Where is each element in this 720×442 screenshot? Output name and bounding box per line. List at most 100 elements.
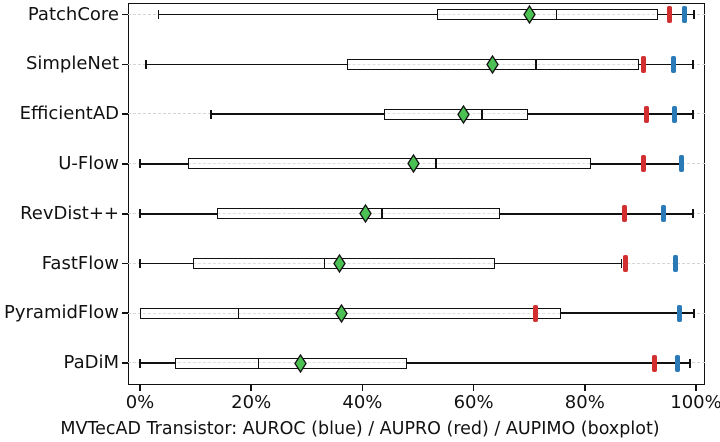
auroc-marker: [679, 155, 685, 173]
row-gridline: [128, 262, 705, 264]
whisker-low-cap: [157, 10, 160, 20]
x-tick-label: 80%: [564, 392, 605, 413]
whisker-high-cap: [691, 59, 694, 69]
auroc-marker: [670, 55, 676, 73]
whisker-low-cap: [139, 159, 141, 169]
whisker-low-cap: [139, 259, 141, 268]
auroc-marker: [671, 105, 677, 123]
aupimo-box: [217, 208, 500, 220]
aupimo-box: [188, 158, 591, 170]
mean-diamond-icon: [358, 204, 372, 224]
auroc-marker: [674, 354, 680, 372]
aupimo-box: [436, 9, 659, 21]
x-tick: [361, 385, 364, 391]
x-tick-label: 60%: [453, 392, 494, 413]
plot-area-border: [128, 3, 705, 385]
x-tick-label: 100%: [670, 392, 720, 413]
y-tick: [122, 212, 128, 215]
mean-diamond-icon: [456, 104, 470, 124]
y-axis-label: FastFlow: [41, 252, 119, 274]
x-tick: [472, 385, 475, 391]
x-tick: [695, 385, 697, 391]
whisker-high-cap: [689, 358, 691, 368]
whisker-low-line: [140, 262, 194, 265]
x-tick: [584, 385, 586, 391]
whisker-low-cap: [210, 109, 213, 119]
aupro-marker: [640, 155, 646, 173]
median-line: [381, 208, 383, 220]
median-line: [257, 357, 260, 369]
y-tick: [122, 113, 128, 115]
x-tick-label: 40%: [342, 392, 383, 413]
x-tick-label: 20%: [231, 392, 272, 413]
x-axis-title: MVTecAD Transistor: AUROC (blue) / AUPRO…: [60, 419, 660, 439]
row-gridline: [128, 63, 705, 65]
x-tick-label: 0%: [125, 392, 155, 413]
whisker-low-cap: [139, 358, 141, 368]
whisker-low-line: [140, 212, 218, 215]
y-axis-label: PyramidFlow: [4, 302, 119, 324]
whisker-high-cap: [692, 10, 695, 20]
aupimo-box: [140, 307, 562, 319]
y-axis-label: PatchCore: [27, 3, 119, 25]
whisker-high-cap: [691, 109, 694, 119]
row-gridline: [128, 113, 705, 115]
y-tick: [122, 63, 128, 66]
y-tick: [122, 13, 128, 16]
aupro-marker: [651, 354, 657, 372]
median-line: [555, 9, 558, 21]
y-tick: [122, 362, 128, 364]
whisker-high-cap: [620, 259, 623, 268]
whisker-high-line: [406, 362, 690, 364]
mean-diamond-icon: [332, 253, 346, 274]
y-axis-label: EfficientAD: [19, 103, 119, 125]
whisker-high-line: [494, 262, 622, 265]
median-line: [435, 158, 437, 170]
row-gridline: [128, 312, 705, 314]
auroc-marker: [661, 205, 667, 223]
aupro-marker: [533, 304, 539, 322]
y-tick: [122, 163, 128, 165]
y-axis-label: SimpleNet: [25, 53, 119, 75]
whisker-high-cap: [692, 308, 695, 318]
mean-diamond-icon: [407, 154, 420, 174]
whisker-low-line: [211, 113, 384, 115]
y-tick: [122, 312, 128, 315]
mean-diamond-icon: [335, 303, 349, 323]
x-tick: [250, 385, 252, 391]
whisker-high-line: [561, 312, 694, 315]
mean-diamond-icon: [294, 353, 307, 373]
x-tick: [139, 385, 141, 391]
whisker-low-line: [158, 13, 437, 16]
whisker-high-line: [528, 113, 693, 115]
median-line: [237, 307, 240, 319]
y-axis-label: U-Flow: [58, 152, 119, 174]
whisker-low-cap: [139, 209, 141, 219]
y-axis-label: PaDiM: [63, 352, 119, 374]
aupro-marker: [641, 55, 647, 73]
y-axis-label: RevDist++: [20, 202, 119, 224]
median-line: [481, 108, 483, 120]
aupro-marker: [621, 205, 627, 223]
mean-diamond-icon: [486, 54, 499, 75]
row-gridline: [128, 212, 705, 214]
whisker-low-line: [146, 63, 347, 66]
auroc-marker: [673, 255, 679, 272]
aupro-marker: [623, 255, 629, 272]
whisker-high-line: [638, 63, 693, 66]
aupro-marker: [666, 6, 672, 24]
median-line: [535, 58, 537, 70]
y-tick: [122, 262, 128, 265]
median-line: [323, 258, 326, 269]
whisker-high-line: [658, 13, 694, 16]
whisker-high-line: [499, 212, 693, 215]
whisker-high-cap: [691, 209, 694, 219]
whisker-high-line: [590, 163, 683, 165]
aupro-marker: [644, 105, 650, 123]
aupimo-box: [383, 108, 529, 120]
whisker-low-line: [140, 362, 176, 364]
whisker-low-line: [140, 163, 189, 165]
auroc-marker: [676, 304, 682, 322]
whisker-low-cap: [145, 59, 147, 69]
